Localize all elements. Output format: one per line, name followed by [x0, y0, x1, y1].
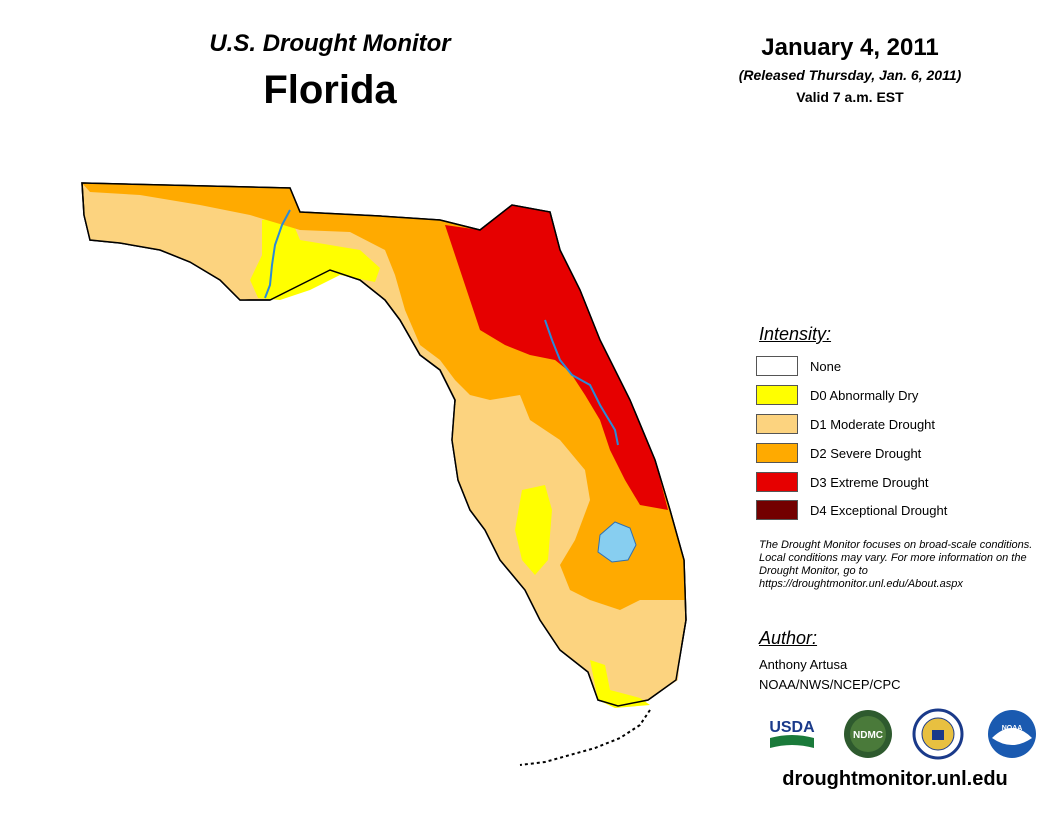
d0-panhandle [250, 216, 380, 300]
legend-label: D1 Moderate Drought [810, 416, 936, 432]
swatch-d3 [756, 472, 798, 492]
ndmc-logo-text: NDMC [853, 730, 883, 741]
florida-drought-map [81, 182, 687, 766]
valid-time: Valid 7 a.m. EST [796, 89, 904, 105]
swatch-d1 [756, 414, 798, 434]
legend-item-d1: D1 Moderate Drought [756, 412, 935, 436]
map-date: January 4, 2011 [761, 34, 939, 61]
lake-okeechobee [597, 521, 637, 563]
legend-item-d0: D0 Abnormally Dry [756, 383, 918, 407]
legend-title: Intensity: [759, 324, 832, 344]
legend-item-d3: D3 Extreme Drought [756, 470, 929, 494]
release-date: (Released Thursday, Jan. 6, 2011) [738, 67, 962, 83]
d0-southwest-tip [590, 660, 650, 708]
usda-logo: USDA [769, 719, 815, 748]
florida-keys [519, 709, 651, 766]
swatch-none [756, 356, 798, 376]
usda-logo-text: USDA [769, 719, 815, 736]
noaa-logo-text: NOAA [1002, 725, 1023, 732]
d3-region [445, 205, 668, 510]
legend-label: D2 Severe Drought [810, 445, 922, 461]
legend-label: None [810, 358, 842, 374]
ndmc-logo: NDMC [844, 710, 892, 758]
swatch-d4 [756, 500, 798, 520]
noaa-logo: NOAA [988, 710, 1036, 758]
map-title: U.S. Drought Monitor [209, 30, 451, 57]
legend-item-d2: D2 Severe Drought [756, 441, 921, 465]
author-org: NOAA/NWS/NCEP/CPC [759, 677, 901, 692]
d1-region-panhandle [84, 195, 262, 300]
st-johns-river [544, 319, 619, 446]
drought-monitor-note: The Drought Monitor focuses on broad-sca… [759, 539, 1033, 590]
author-title: Author: [759, 628, 818, 648]
d1-region-west [452, 398, 684, 706]
legend-item-none: None [756, 354, 841, 378]
legend-label: D4 Exceptional Drought [810, 502, 948, 518]
florida-border [81, 182, 687, 707]
doc-seal-logo [912, 708, 964, 760]
apalachicola-river [264, 209, 291, 299]
swatch-d2 [756, 443, 798, 463]
legend-item-d4: D4 Exceptional Drought [756, 498, 947, 522]
footer-url[interactable]: droughtmonitor.unl.edu [782, 768, 1008, 790]
legend-label: D3 Extreme Drought [810, 474, 929, 490]
legend-label: D0 Abnormally Dry [810, 387, 919, 403]
author-name: Anthony Artusa [759, 657, 848, 672]
d0-south-central [515, 485, 552, 575]
region-title: Florida [263, 68, 397, 112]
swatch-d0 [756, 385, 798, 405]
